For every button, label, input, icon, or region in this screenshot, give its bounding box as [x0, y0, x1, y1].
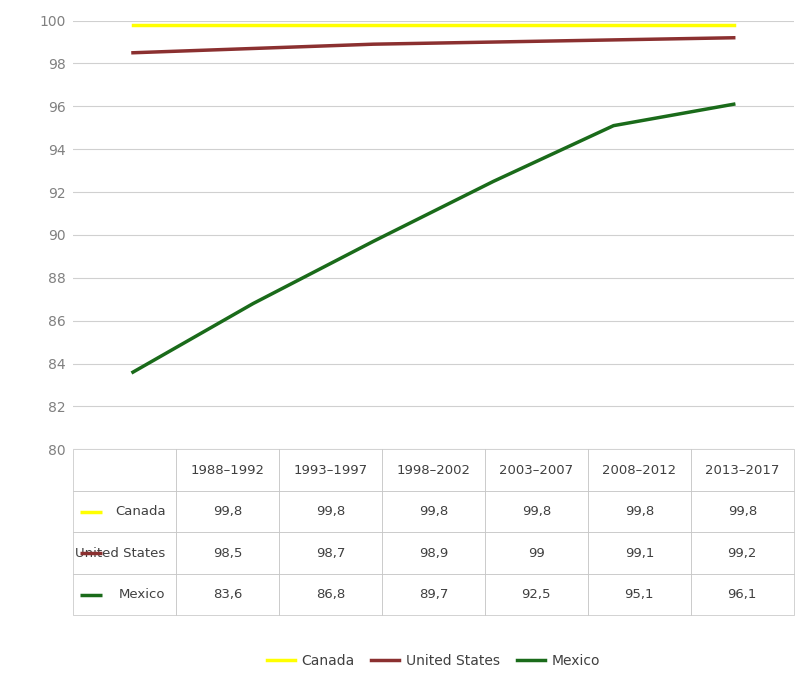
Legend: Canada, United States, Mexico: Canada, United States, Mexico	[261, 648, 606, 673]
